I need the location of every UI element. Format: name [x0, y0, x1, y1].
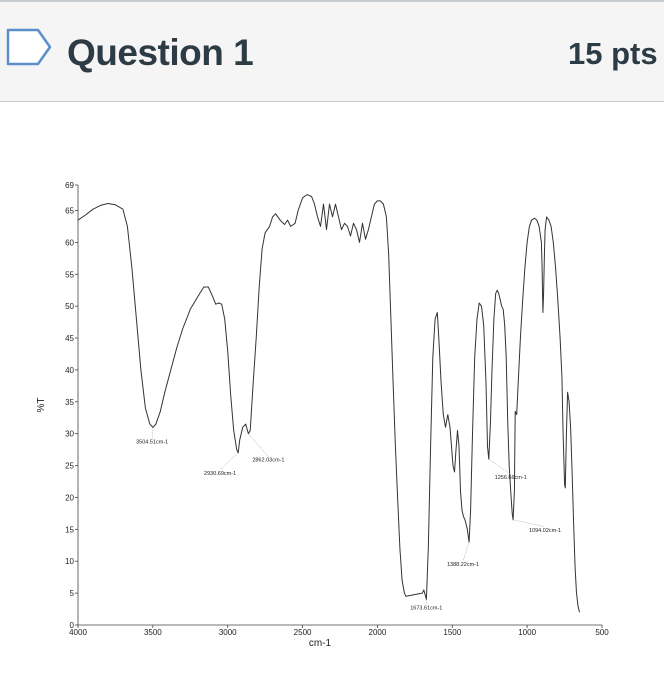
- peak-label: 1094.02cm-1: [529, 528, 561, 534]
- y-tick-label: 40: [65, 366, 74, 375]
- x-tick-label: 1500: [443, 628, 461, 637]
- peak-leader-line: [462, 542, 470, 562]
- y-tick-label: 35: [65, 398, 74, 407]
- x-tick-label: 1000: [518, 628, 536, 637]
- y-tick-label: 0: [70, 621, 75, 630]
- spectrum-line-0: [77, 194, 580, 613]
- question-title: Question 1: [67, 32, 254, 73]
- x-tick-label: 3500: [144, 628, 162, 637]
- x-tick-label: 3000: [219, 628, 237, 637]
- peak-label: 2862.03cm-1: [252, 458, 284, 464]
- peak-label: 3504.51cm-1: [136, 439, 168, 445]
- y-tick-label: 5: [70, 589, 75, 598]
- y-tick-label: 60: [65, 238, 74, 247]
- bookmark-flag-icon[interactable]: [6, 28, 52, 66]
- y-tick-label: 25: [65, 462, 74, 471]
- y-tick-label: 69: [65, 181, 74, 190]
- y-tick-label: 10: [65, 557, 74, 566]
- x-tick-label: 2500: [294, 628, 312, 637]
- question-header: Question 1 15 pts: [0, 0, 664, 102]
- peak-label: 2930.69cm-1: [204, 471, 236, 477]
- chart-annotations: 3504.51cm-1 2930.69cm-1 2862.03cm-1 1673.61…: [136, 427, 561, 611]
- x-tick-label: 2000: [369, 628, 387, 637]
- peak-leader-line: [488, 458, 511, 475]
- y-tick-label: 55: [65, 270, 74, 279]
- y-axis-title: %T: [36, 398, 47, 413]
- peak-label: 1673.61cm-1: [410, 605, 442, 611]
- chart-series-layer: [77, 194, 580, 613]
- x-tick-label: 4000: [69, 628, 87, 637]
- x-tick-label: 500: [595, 628, 609, 637]
- ir-spectrum-chart: 0 5 10 15 20 25 30 35 40 45 50 55 60 65 69 4000 3500 3000…: [30, 170, 650, 660]
- y-tick-label: 50: [65, 302, 74, 311]
- peak-label: 1256.66cm-1: [495, 475, 527, 481]
- x-axis-title: cm-1: [309, 638, 332, 649]
- peak-leader-line: [513, 519, 546, 528]
- peak-label: 1388.22cm-1: [447, 562, 479, 568]
- peak-leader-line: [219, 452, 239, 471]
- y-tick-label: 45: [65, 334, 74, 343]
- y-tick-label: 20: [65, 493, 74, 502]
- y-tick-label: 65: [65, 207, 74, 216]
- peak-leader-line: [248, 433, 269, 457]
- chart-axes: 0 5 10 15 20 25 30 35 40 45 50 55 60 65 69 4000 3500 3000…: [36, 181, 609, 649]
- question-points: 15 pts: [568, 36, 658, 71]
- y-tick-label: 30: [65, 430, 74, 439]
- y-tick-label: 15: [65, 525, 74, 534]
